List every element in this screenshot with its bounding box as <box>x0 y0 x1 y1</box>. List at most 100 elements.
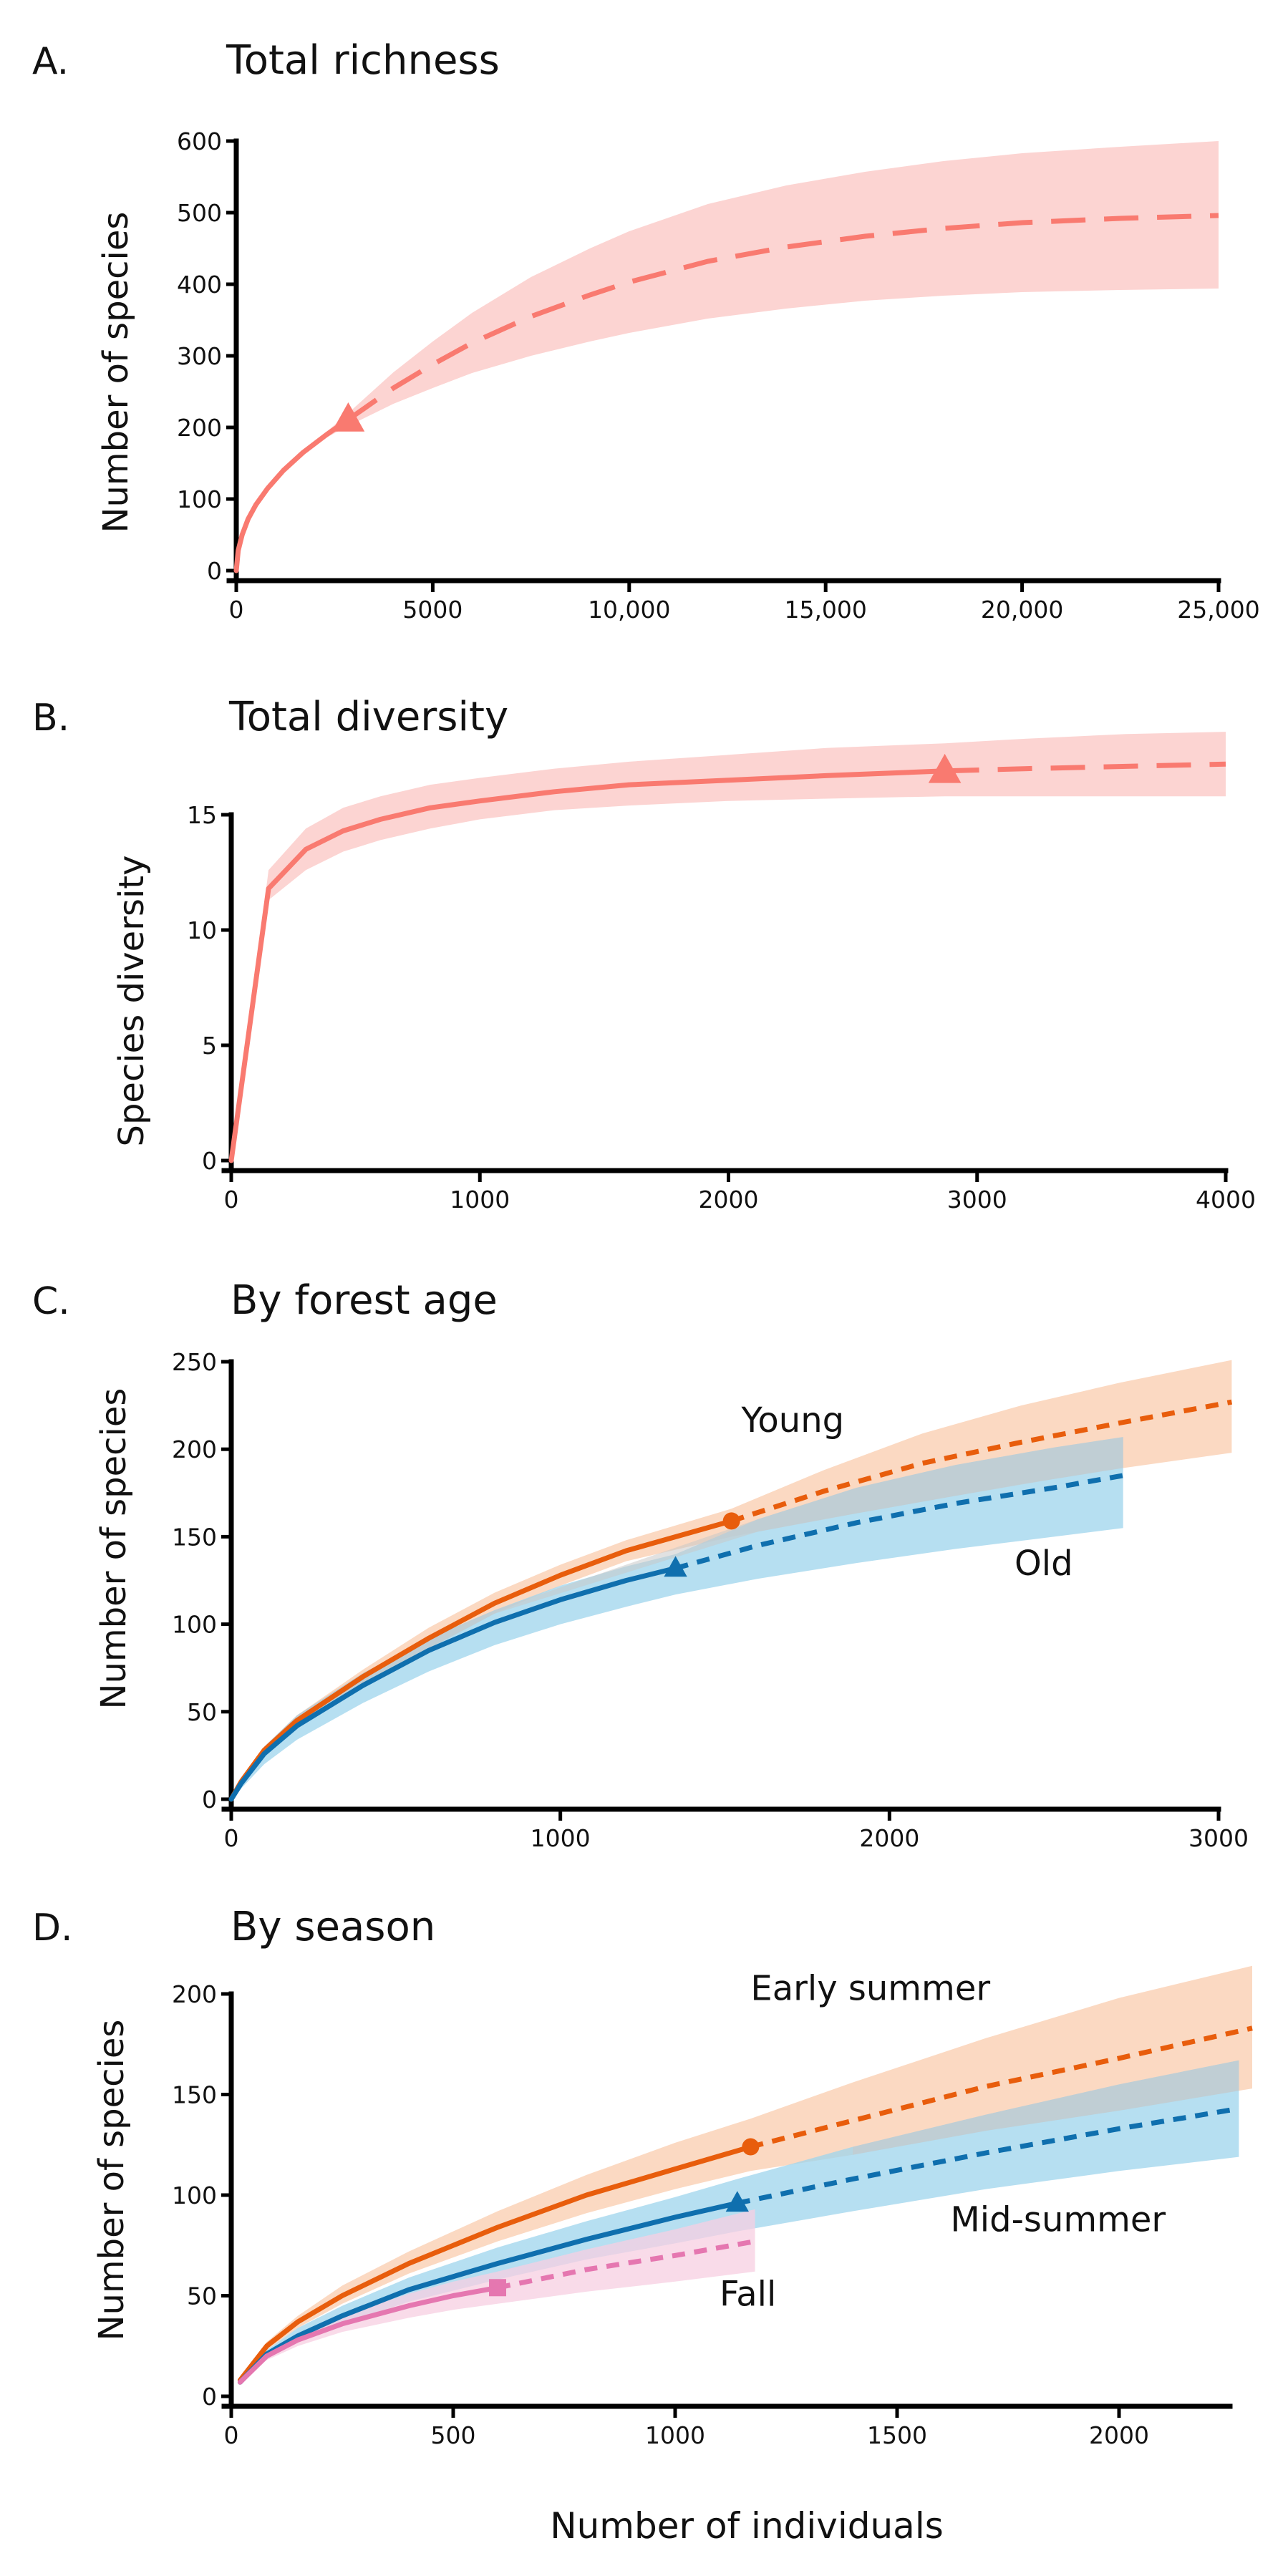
x-tick-label: 0 <box>224 1186 239 1214</box>
plot-area-b: 0 5 10 15 0 1000 2000 3000 4000 <box>187 732 1256 1214</box>
line-extrapolated-old <box>674 1473 1124 1571</box>
line-extrapolated-total <box>944 761 1226 774</box>
plot-area-c: 0 50 100 150 200 250 0 1000 2000 3000 Young Old <box>172 1348 1249 1852</box>
series-total <box>233 213 1219 573</box>
marker-observed-old <box>664 1556 687 1577</box>
line-extrapolated-early-summer <box>750 2025 1253 2149</box>
y-tick-label: 50 <box>187 1698 217 1726</box>
x-axis-label: Number of individuals <box>550 2505 944 2547</box>
x-tick-label: 1000 <box>531 1824 591 1852</box>
y-tick-label: 10 <box>187 916 217 944</box>
annotation-fall: Fall <box>720 2275 776 2315</box>
series-old <box>228 1473 1124 1802</box>
x-tick-label: 25,000 <box>1177 596 1259 624</box>
x-tick-label: 3000 <box>947 1186 1007 1214</box>
line-observed-old <box>228 1565 679 1802</box>
panel-title-total-diversity: Total diversity <box>228 694 508 740</box>
y-tick-label: 100 <box>172 1611 217 1639</box>
series-fall <box>237 2239 756 2385</box>
band-total <box>231 732 1226 1161</box>
line-extrapolated-total <box>347 213 1219 422</box>
series-early-summer <box>237 2025 1253 2383</box>
y-tick-label: 0 <box>202 1147 217 1175</box>
line-extrapolated-mid-summer <box>737 2106 1239 2206</box>
y-tick-label: 5 <box>202 1032 217 1060</box>
y-axis-label-richness: Number of species <box>96 212 136 533</box>
line-extrapolated-fall <box>497 2239 756 2290</box>
x-tick-label: 2000 <box>1089 2421 1149 2449</box>
line-observed-total <box>233 417 351 573</box>
plot-area-a: 0 100 200 300 400 500 600 0 5000 10,000 15,000 20,0… <box>177 127 1260 624</box>
line-observed-total <box>228 768 948 1163</box>
panel-by-season: D. By season Number of species 0 50 100 150… <box>32 1904 1253 2449</box>
y-tick-label: 100 <box>177 485 222 513</box>
y-tick-label: 150 <box>172 2081 217 2109</box>
y-tick-label: 200 <box>172 1435 217 1463</box>
y-tick-label: 100 <box>172 2182 217 2209</box>
annotation-mid-summer: Mid-summer <box>950 2200 1166 2240</box>
y-tick-label: 500 <box>177 199 222 227</box>
line-observed-early-summer <box>237 2144 753 2383</box>
panel-total-diversity: B. Total diversity Species diversity 0 5 1… <box>32 694 1256 1214</box>
x-tick-label: 10,000 <box>588 596 670 624</box>
axes: 0 100 200 300 400 500 600 0 5000 10,000 15,000 20,0… <box>177 127 1260 624</box>
x-tick-label: 2000 <box>699 1186 759 1214</box>
x-tick-label: 0 <box>224 1824 239 1852</box>
y-tick-label: 0 <box>207 557 222 585</box>
x-tick-label: 4000 <box>1196 1186 1256 1214</box>
y-tick-label: 0 <box>202 2383 217 2411</box>
marker-observed-total <box>331 402 365 432</box>
annotation-early-summer: Early summer <box>750 1968 990 2008</box>
x-tick-label: 15,000 <box>784 596 866 624</box>
y-tick-label: 200 <box>177 414 222 442</box>
axes: 0 5 10 15 0 1000 2000 3000 4000 <box>187 801 1256 1214</box>
x-tick-label: 20,000 <box>981 596 1063 624</box>
y-tick-label: 50 <box>187 2282 217 2310</box>
annotation-young: Young <box>740 1400 844 1440</box>
y-tick-label: 600 <box>177 127 222 155</box>
y-tick-label: 300 <box>177 342 222 370</box>
panel-by-forest-age: C. By forest age Number of species 0 50 10… <box>32 1277 1249 1852</box>
y-tick-label: 15 <box>187 801 217 829</box>
confidence-bands <box>231 732 1226 1161</box>
panel-title-total-richness: Total richness <box>226 37 500 84</box>
x-tick-label: 1000 <box>450 1186 510 1214</box>
y-axis-label-forest-age: Number of species <box>94 1388 134 1710</box>
y-axis-label-diversity: Species diversity <box>112 855 152 1146</box>
annotation-old: Old <box>1015 1544 1073 1584</box>
x-tick-label: 3000 <box>1188 1824 1249 1852</box>
y-tick-label: 250 <box>172 1348 217 1376</box>
panel-label-a: A. <box>32 40 69 83</box>
series-total <box>228 753 1226 1163</box>
marker-observed-early-summer <box>742 2138 760 2156</box>
panel-label-d: D. <box>32 1907 73 1950</box>
x-tick-label: 1000 <box>645 2421 705 2449</box>
band-overlap <box>853 2060 1239 2155</box>
band-old <box>231 1437 1123 1799</box>
y-tick-label: 400 <box>177 271 222 299</box>
confidence-bands <box>240 1965 1252 2383</box>
marker-observed-fall <box>489 2279 506 2297</box>
x-tick-label: 2000 <box>859 1824 919 1852</box>
x-tick-label: 0 <box>229 596 244 624</box>
confidence-bands <box>236 141 1219 571</box>
panel-label-b: B. <box>32 697 69 740</box>
band-total <box>236 141 1219 571</box>
marker-observed-young <box>722 1512 740 1530</box>
panel-title-by-forest-age: By forest age <box>231 1277 498 1324</box>
band-early-summer <box>240 1965 1252 2381</box>
y-tick-label: 200 <box>172 1980 217 2008</box>
y-axis-label-season: Number of species <box>92 2020 132 2341</box>
line-extrapolated-young <box>730 1399 1233 1524</box>
x-tick-label: 1500 <box>867 2421 927 2449</box>
marker-observed-mid-summer <box>725 2191 749 2212</box>
marker-observed-total <box>928 753 962 783</box>
panel-label-c: C. <box>32 1280 70 1323</box>
band-overlap <box>241 1437 1123 1783</box>
panel-title-by-season: By season <box>231 1904 435 1950</box>
x-tick-label: 0 <box>224 2421 239 2449</box>
line-observed-fall <box>237 2285 500 2385</box>
